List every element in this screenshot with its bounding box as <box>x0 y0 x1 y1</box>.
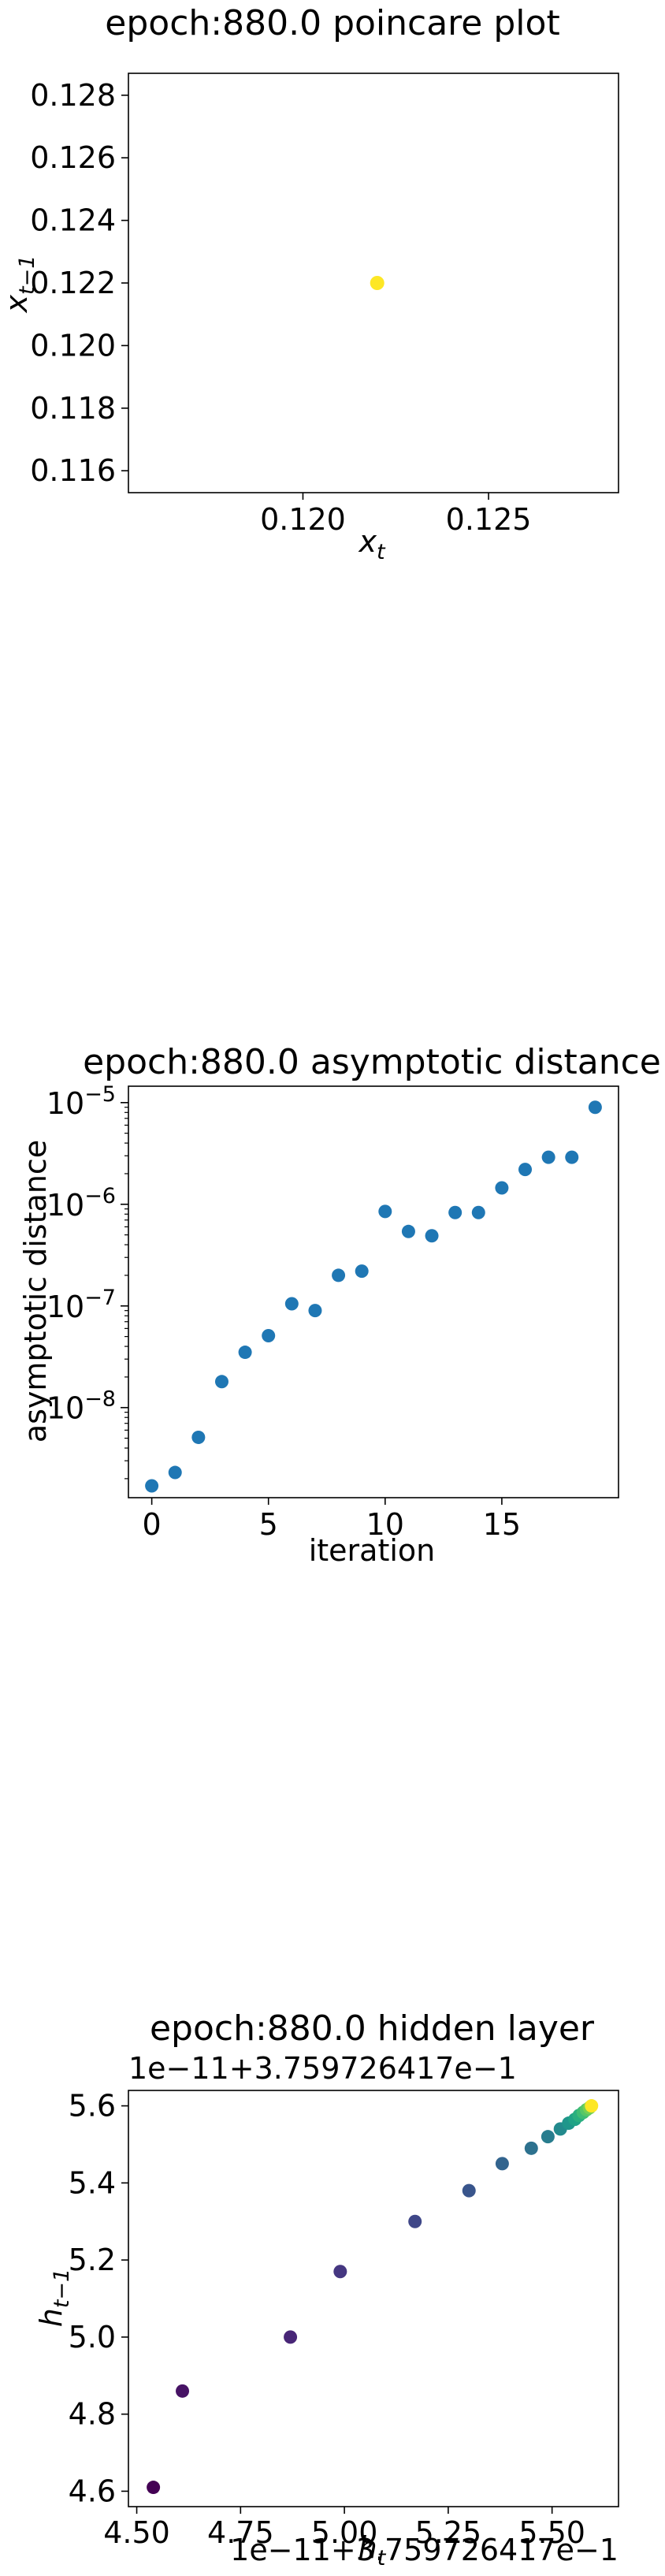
data-point <box>541 1150 555 1164</box>
plot-frame <box>128 1085 619 1498</box>
data-point <box>585 2099 599 2113</box>
y-tick-label: 4.6 <box>69 2474 116 2508</box>
data-point <box>495 2157 509 2171</box>
x-tick-label: 0 <box>143 1507 162 1542</box>
x-axis-label: xt <box>358 524 386 564</box>
x-tick-label: 4.50 <box>103 2515 170 2550</box>
x-tick-label: 15 <box>483 1507 521 1542</box>
y-tick-label: 4.8 <box>69 2397 116 2432</box>
data-point <box>214 1375 228 1389</box>
data-point <box>588 1100 602 1115</box>
data-point <box>308 1304 322 1318</box>
y-tick-label: 0.124 <box>30 203 116 238</box>
data-point <box>145 1479 159 1493</box>
data-point <box>355 1264 369 1279</box>
y-tick-label: 10−6 <box>46 1184 116 1223</box>
data-point <box>176 2384 190 2398</box>
x-tick-label: 0.125 <box>446 502 532 537</box>
data-point <box>332 1268 346 1282</box>
x-axis-offset: 1e−11+3.759726417e−1 <box>230 2533 619 2567</box>
data-point <box>471 1205 485 1219</box>
data-point <box>168 1465 182 1480</box>
x-tick-label: 0.120 <box>260 502 346 537</box>
x-tick-label: 10 <box>366 1507 404 1542</box>
data-point <box>401 1224 415 1238</box>
y-tick-label: 5.4 <box>69 2165 116 2200</box>
plot-frame <box>128 2090 619 2507</box>
poincare-plot-chart: epoch:880.0 poincare plot 0.120 0.125 0.116… <box>0 3 619 564</box>
y-tick-label: 5.0 <box>69 2320 116 2355</box>
data-point <box>495 1181 509 1195</box>
data-point <box>565 1150 579 1164</box>
data-point <box>238 1346 252 1360</box>
y-axis-label: asymptotic distance <box>18 1140 53 1442</box>
y-tick-label: 10−5 <box>46 1082 116 1121</box>
data-point <box>191 1430 206 1444</box>
y-tick-label: 5.2 <box>69 2243 116 2277</box>
x-axis-label: ht <box>359 2530 387 2570</box>
y-tick-label: 0.116 <box>30 453 116 488</box>
x-tick-label: 5.00 <box>311 2515 378 2550</box>
data-point <box>284 1297 299 1311</box>
asymptotic-distance-chart: epoch:880.0 asymptotic distance 10−8 10−7 1… <box>18 1042 661 1568</box>
y-axis-label: xt−1 <box>0 255 39 314</box>
y-tick-label: 10−8 <box>46 1387 116 1426</box>
y-tick-label: 0.122 <box>30 266 116 300</box>
data-point <box>378 1204 392 1219</box>
data-point <box>462 2183 476 2198</box>
x-tick-label: 5.50 <box>518 2515 585 2550</box>
data-point <box>448 1205 463 1219</box>
x-tick-label: 5.25 <box>415 2515 482 2550</box>
y-axis-offset: 1e−11+3.759726417e−1 <box>128 2051 517 2086</box>
y-tick-label: 0.120 <box>30 328 116 363</box>
y-tick-label: 0.128 <box>30 78 116 113</box>
data-point <box>408 2214 422 2228</box>
y-tick-label: 0.118 <box>30 391 116 426</box>
x-axis-label: iteration <box>309 1533 436 1568</box>
chart-title: epoch:880.0 poincare plot <box>105 3 559 43</box>
data-point <box>518 1163 533 1177</box>
y-tick-label: 5.6 <box>69 2089 116 2124</box>
data-point <box>333 2265 347 2279</box>
x-tick-label: 4.75 <box>207 2515 274 2550</box>
y-tick-label: 10−7 <box>46 1286 116 1324</box>
x-tick-label: 5 <box>259 1507 278 1542</box>
data-point <box>425 1229 439 1243</box>
data-point <box>147 2481 161 2495</box>
data-point <box>262 1328 276 1342</box>
data-point <box>284 2330 298 2344</box>
data-point <box>524 2141 538 2155</box>
chart-title: epoch:880.0 hidden layer <box>150 2008 595 2049</box>
y-axis-label: ht−1 <box>34 2269 74 2327</box>
data-point <box>370 276 385 290</box>
data-point <box>541 2130 555 2144</box>
hidden-layer-chart: epoch:880.0 hidden layer1e−11+3.75972641… <box>34 2008 619 2570</box>
chart-title: epoch:880.0 asymptotic distance <box>83 1042 661 1082</box>
y-tick-label: 0.126 <box>30 140 116 175</box>
